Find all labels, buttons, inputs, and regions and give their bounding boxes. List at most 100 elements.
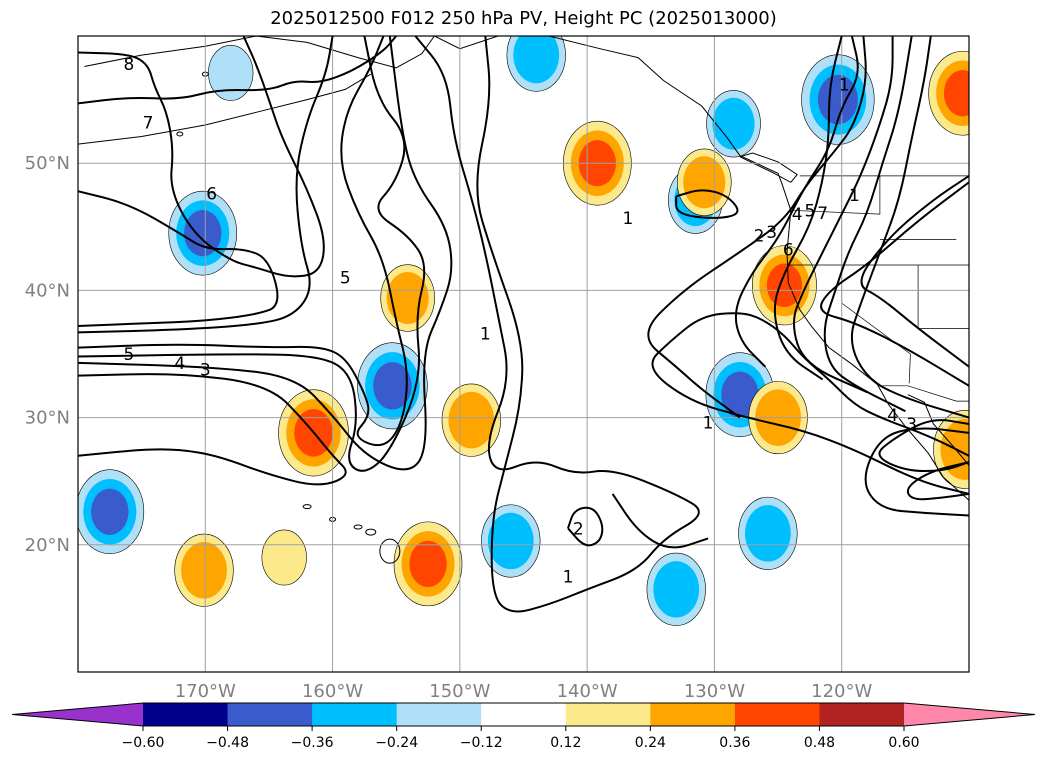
contour-label: 7 bbox=[817, 204, 828, 224]
pv-anomaly-contour bbox=[712, 97, 755, 150]
height-contour bbox=[78, 190, 279, 327]
colorbar-segment bbox=[650, 703, 736, 726]
colorbar-tick-label: −0.24 bbox=[375, 735, 418, 751]
contour-label: 1 bbox=[849, 186, 860, 206]
contour-label: 1 bbox=[839, 75, 850, 95]
height-contour bbox=[78, 36, 408, 447]
coastline bbox=[78, 73, 372, 145]
pv-anomaly-blob bbox=[646, 552, 706, 626]
pv-anomaly-blob bbox=[928, 50, 969, 136]
island bbox=[353, 524, 363, 530]
height-contour bbox=[78, 36, 397, 105]
colorbar: −0.60 −0.48 −0.36 −0.24 −0.12 0.12 0.24 0.36 0.4… bbox=[11, 702, 1036, 751]
pv-anomaly-blob bbox=[168, 190, 238, 276]
height-contour bbox=[773, 36, 843, 381]
colorbar-tick-label: −0.12 bbox=[460, 735, 503, 751]
pv-anomaly-contour bbox=[487, 512, 534, 570]
axis-labels: 20°N 30°N 40°N 50°N 170°W 160°W 150°W 140°W 130°… bbox=[25, 153, 873, 702]
map-frame bbox=[77, 35, 970, 673]
colorbar-segment bbox=[481, 703, 567, 726]
longitude-tick-label: 130°W bbox=[684, 681, 745, 702]
height-contour bbox=[78, 36, 426, 472]
colorbar-segment bbox=[227, 703, 313, 726]
height-contour bbox=[820, 181, 969, 387]
height-contour bbox=[675, 189, 739, 219]
height-contour bbox=[860, 175, 969, 368]
pv-anomaly-contour bbox=[940, 418, 969, 480]
pv-anomaly-blob bbox=[78, 469, 145, 555]
pv-anomaly-blob bbox=[261, 529, 307, 586]
contour-label: 4 bbox=[792, 205, 803, 225]
latitude-tick-label: 50°N bbox=[25, 153, 70, 174]
contour-label: 1 bbox=[563, 568, 574, 588]
pv-anomaly-contour bbox=[653, 561, 700, 618]
contour-label: 4 bbox=[174, 354, 185, 374]
height-contour bbox=[651, 312, 969, 495]
coastline bbox=[907, 394, 969, 467]
colorbar-segment bbox=[819, 703, 905, 726]
height-contour bbox=[567, 506, 604, 547]
pv-anomaly-contour bbox=[409, 540, 447, 587]
pv-anomaly-blob bbox=[380, 264, 435, 332]
pv-anomaly-contour bbox=[745, 505, 791, 562]
pv-anomaly-blob bbox=[174, 533, 234, 607]
pv-anomaly-blob bbox=[506, 36, 566, 92]
island bbox=[302, 504, 312, 510]
contour-label: 1 bbox=[622, 209, 633, 229]
contour-label: 5 bbox=[804, 201, 815, 221]
height-contour bbox=[734, 36, 859, 368]
pv-anomaly-blob bbox=[393, 521, 463, 607]
contour-label: 5 bbox=[124, 345, 135, 365]
contour-label: 3 bbox=[906, 415, 917, 435]
island bbox=[365, 528, 377, 536]
pv-anomaly-contour bbox=[448, 391, 495, 449]
pv-anomaly-blob bbox=[481, 504, 541, 578]
pv-anomaly-contour bbox=[181, 541, 227, 599]
colorbar-segment bbox=[396, 703, 482, 726]
contour-label: 3 bbox=[766, 223, 777, 243]
height-contours bbox=[78, 36, 969, 613]
colorbar-segment bbox=[312, 703, 398, 726]
colorbar-tick-label: 0.24 bbox=[635, 735, 666, 751]
chart-title: 2025012500 F012 250 hPa PV, Height PC (2… bbox=[270, 8, 777, 29]
height-contour bbox=[878, 419, 969, 473]
height-contour bbox=[78, 373, 347, 486]
pv-anomaly-contour bbox=[373, 362, 412, 410]
contour-label: 8 bbox=[124, 55, 135, 75]
coastline bbox=[84, 36, 435, 69]
contour-label: 2 bbox=[754, 227, 765, 247]
contour-label: 2 bbox=[573, 519, 584, 539]
contour-label: 1 bbox=[480, 325, 491, 345]
height-contour bbox=[611, 493, 709, 549]
pv-anomaly-contour bbox=[683, 156, 726, 209]
colorbar-segment bbox=[143, 703, 229, 726]
contour-label: 7 bbox=[143, 113, 154, 133]
contour-label: 3 bbox=[200, 360, 211, 380]
height-contour bbox=[414, 36, 700, 613]
colorbar-tick-label: 0.60 bbox=[888, 735, 919, 751]
height-contour bbox=[850, 36, 969, 419]
pv-anomaly-blob bbox=[706, 90, 761, 158]
pv-anomaly-contour bbox=[721, 371, 759, 418]
colorbar-extend-high bbox=[904, 703, 1035, 726]
longitude-tick-label: 120°W bbox=[811, 681, 872, 702]
latitude-tick-label: 20°N bbox=[25, 535, 70, 556]
longitude-tick-label: 170°W bbox=[175, 681, 236, 702]
height-contour bbox=[906, 461, 969, 501]
pv-anomaly-blob bbox=[738, 496, 798, 570]
latitude-tick-label: 40°N bbox=[25, 280, 70, 301]
island bbox=[176, 131, 184, 137]
pv-anomaly-contour bbox=[91, 488, 129, 535]
political-border bbox=[878, 385, 969, 402]
colorbar-tick-label: −0.48 bbox=[206, 735, 249, 751]
contour-label: 4 bbox=[887, 406, 898, 426]
contour-label: 6 bbox=[206, 185, 217, 205]
contour-label: 1 bbox=[703, 414, 714, 434]
pv-anomaly-blob bbox=[752, 245, 817, 326]
political-border bbox=[790, 175, 881, 215]
colorbar-segment bbox=[565, 703, 651, 726]
height-contour bbox=[78, 36, 334, 334]
height-contour bbox=[78, 36, 325, 278]
